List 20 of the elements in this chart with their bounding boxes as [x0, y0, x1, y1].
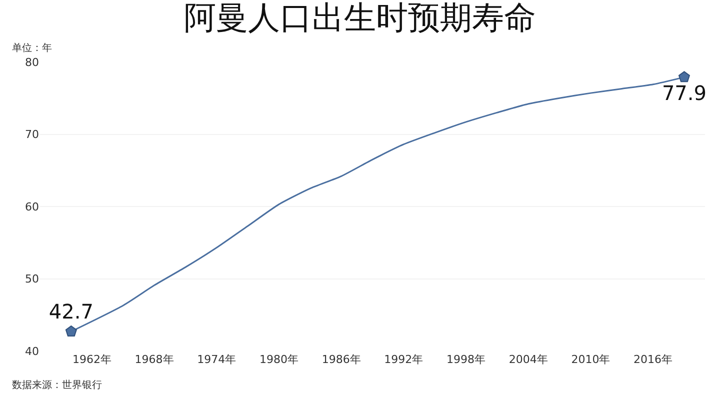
data-label: 77.9: [662, 81, 706, 106]
y-tick-label: 40: [25, 344, 39, 358]
x-tick-label: 1974年: [197, 353, 236, 366]
y-tick-label: 80: [25, 56, 39, 69]
y-tick-label: 50: [25, 272, 39, 286]
chart-title: 阿曼人口出生时预期寿命: [184, 0, 536, 36]
x-tick-label: 2016年: [634, 353, 673, 366]
y-tick-label: 60: [25, 200, 39, 214]
data-label: 42.7: [48, 300, 94, 324]
x-tick-label: 2010年: [571, 353, 610, 366]
x-tick-label: 1968年: [134, 353, 174, 366]
x-tick-label: 1998年: [446, 353, 486, 366]
x-tick-label: 2004年: [508, 353, 548, 366]
x-tick-label: 1980年: [259, 353, 298, 366]
x-tick-label: 1962年: [72, 353, 112, 366]
y-axis-title: 单位：年: [12, 42, 52, 54]
x-tick-label: 1986年: [322, 353, 361, 366]
x-tick-label: 1992年: [384, 353, 424, 366]
source-note: 数据来源：世界银行: [12, 379, 102, 391]
y-tick-label: 70: [25, 128, 39, 142]
